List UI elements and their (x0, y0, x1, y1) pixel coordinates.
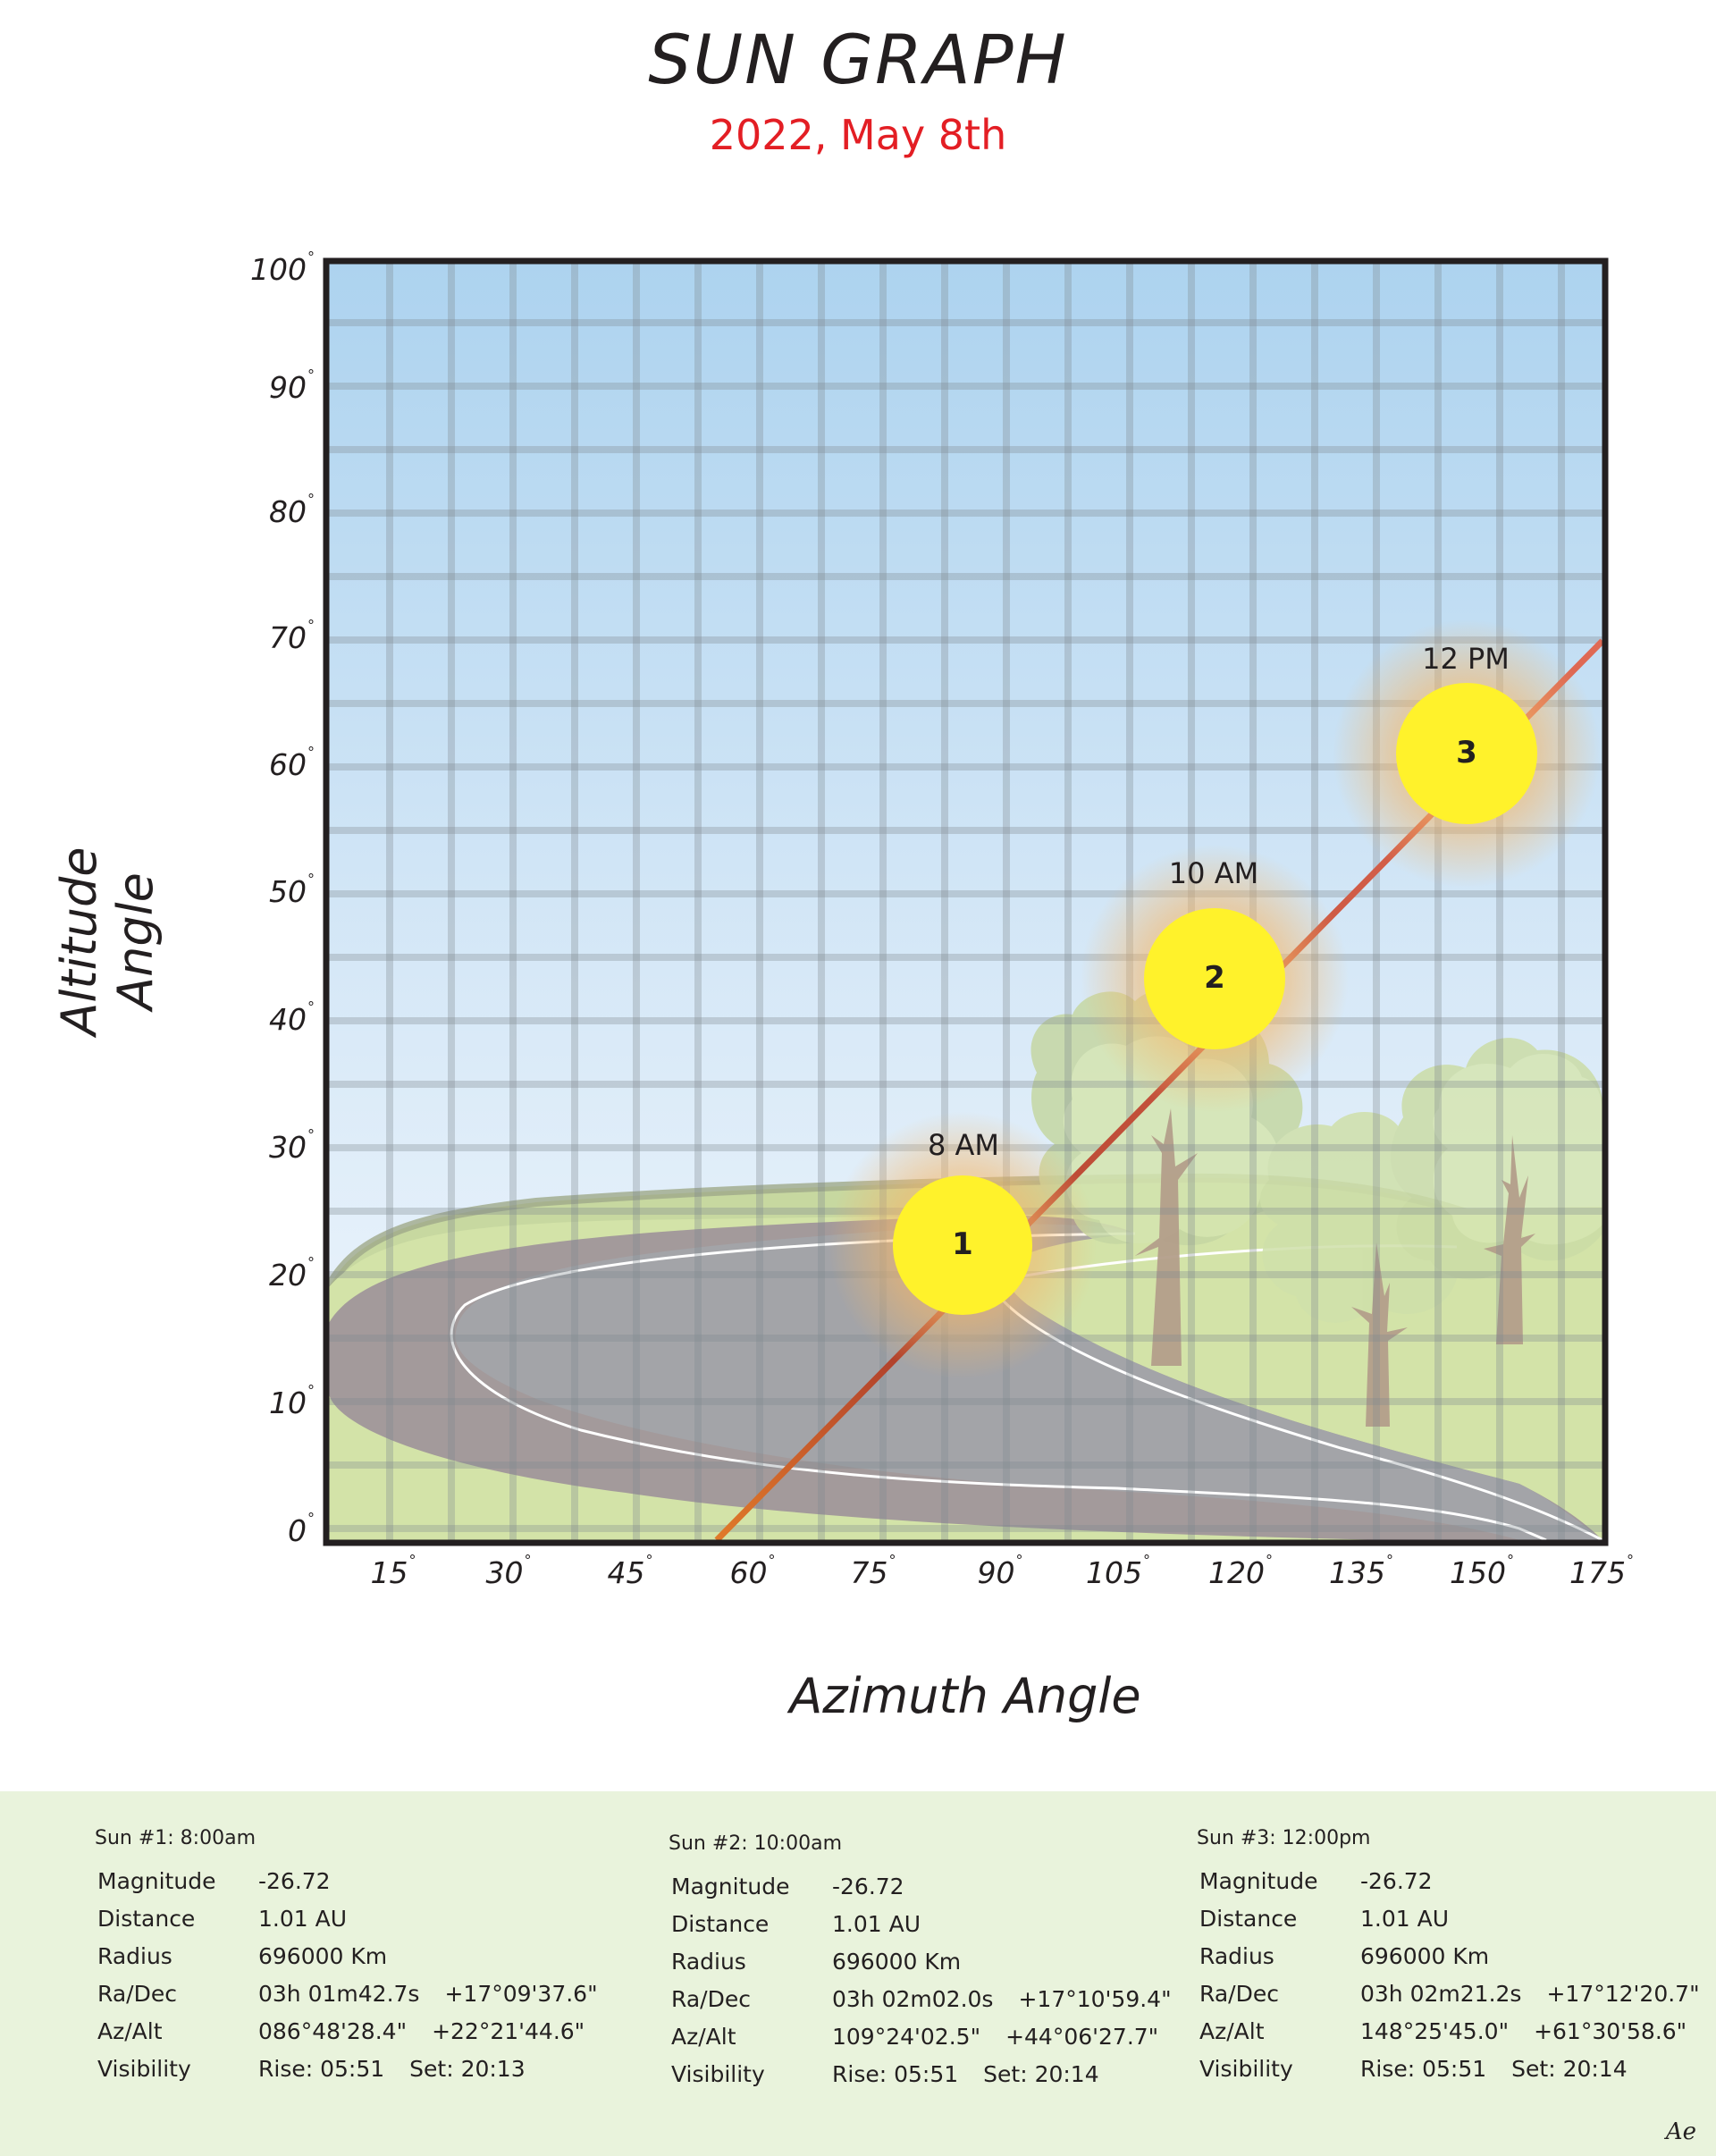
sun-info-heading: Sun #2: 10:00am (669, 1832, 842, 1855)
info-row-radec: Ra/Dec 03h 02m02.0s +17°10'59.4" (671, 1985, 1172, 2012)
info-row-distance: Distance 1.01 AU (671, 1910, 921, 1937)
y-tick-70: 70° (269, 617, 315, 655)
y-tick-40: 40° (269, 998, 315, 1037)
sun-graph-chart (323, 257, 1609, 1546)
plot-frame (323, 257, 1609, 1546)
artist-signature: Ae (1665, 2118, 1696, 2145)
tree-trunks (1135, 1108, 1535, 1427)
page-subtitle-date: 2022, May 8th (709, 111, 1007, 159)
y-tick-10: 10° (269, 1382, 315, 1420)
time-label-12pm: 12 PM (1422, 642, 1510, 676)
info-row-radec: Ra/Dec 03h 01m42.7s +17°09'37.6" (97, 1980, 598, 2007)
info-row-azalt: Az/Alt 109°24'02.5" +44°06'27.7" (671, 2023, 1159, 2050)
sun-number-2: 2 (1204, 960, 1225, 996)
info-row-visibility: Visibility Rise: 05:51 Set: 20:14 (1199, 2055, 1628, 2082)
sun-number-3: 3 (1456, 735, 1477, 771)
trees (1030, 990, 1602, 1323)
info-row-magnitude: Magnitude -26.72 (671, 1873, 904, 1899)
info-row-azalt: Az/Alt 086°48'28.4" +22°21'44.6" (97, 2017, 585, 2044)
page-title: SUN GRAPH (648, 20, 1068, 99)
info-row-magnitude: Magnitude -26.72 (97, 1867, 331, 1894)
landscape (329, 264, 1602, 1540)
road-edge-line (450, 1232, 1547, 1540)
y-tick-80: 80° (269, 491, 315, 529)
info-row-distance: Distance 1.01 AU (97, 1905, 348, 1932)
sun-info-heading: Sun #1: 8:00am (95, 1827, 256, 1849)
time-label-8am: 8 AM (927, 1128, 1000, 1162)
y-tick-60: 60° (269, 744, 315, 782)
y-tick-100: 100° (250, 248, 315, 287)
sun-marker-3 (1396, 683, 1537, 824)
x-tick-75: 75° (850, 1552, 896, 1590)
info-row-radius: Radius 696000 Km (671, 1948, 962, 1975)
sun-info-heading: Sun #3: 12:00pm (1197, 1827, 1371, 1849)
x-tick-120: 120° (1208, 1552, 1273, 1590)
y-tick-20: 20° (269, 1254, 315, 1293)
info-row-visibility: Visibility Rise: 05:51 Set: 20:14 (671, 2060, 1099, 2087)
time-label-10am: 10 AM (1168, 856, 1259, 890)
y-tick-30: 30° (269, 1126, 315, 1165)
x-tick-60: 60° (729, 1552, 776, 1590)
info-row-radius: Radius 696000 Km (1199, 1942, 1490, 1969)
y-tick-0: 0° (288, 1510, 315, 1548)
y-tick-50: 50° (269, 871, 315, 909)
info-row-distance: Distance 1.01 AU (1199, 1905, 1450, 1932)
x-tick-175: 175° (1569, 1552, 1634, 1590)
sun-info-block-1: Sun #1: 8:00am Magnitude -26.72 Distance 1… (95, 1827, 598, 2087)
x-tick-45: 45° (607, 1552, 653, 1590)
y-axis-title: Altitude Angle (51, 846, 164, 1036)
info-row-azalt: Az/Alt 148°25'45.0" +61°30'58.6" (1199, 2017, 1687, 2044)
info-row-visibility: Visibility Rise: 05:51 Set: 20:13 (97, 2055, 526, 2082)
x-tick-15: 15° (370, 1552, 416, 1590)
sun-marker-1 (893, 1175, 1032, 1315)
sun-number-1: 1 (952, 1226, 973, 1262)
x-tick-150: 150° (1450, 1552, 1514, 1590)
sun-marker-2 (1144, 908, 1285, 1049)
sun-info-block-3: Sun #3: 12:00pm Magnitude -26.72 Distance… (1197, 1827, 1700, 2087)
x-tick-30: 30° (485, 1552, 532, 1590)
x-tick-105: 105° (1086, 1552, 1150, 1590)
x-axis-title: Azimuth Angle (789, 1668, 1141, 1724)
y-tick-90: 90° (269, 366, 315, 405)
info-row-magnitude: Magnitude -26.72 (1199, 1867, 1433, 1894)
sun-info-panel: Sun #1: 8:00am Magnitude -26.72 Distance 1… (0, 1791, 1716, 2156)
info-row-radec: Ra/Dec 03h 02m21.2s +17°12'20.7" (1199, 1980, 1700, 2007)
sun-info-block-2: Sun #2: 10:00am Magnitude -26.72 Distance… (669, 1832, 1172, 2093)
x-tick-135: 135° (1329, 1552, 1393, 1590)
x-tick-90: 90° (977, 1552, 1023, 1590)
info-row-radius: Radius 696000 Km (97, 1942, 388, 1969)
